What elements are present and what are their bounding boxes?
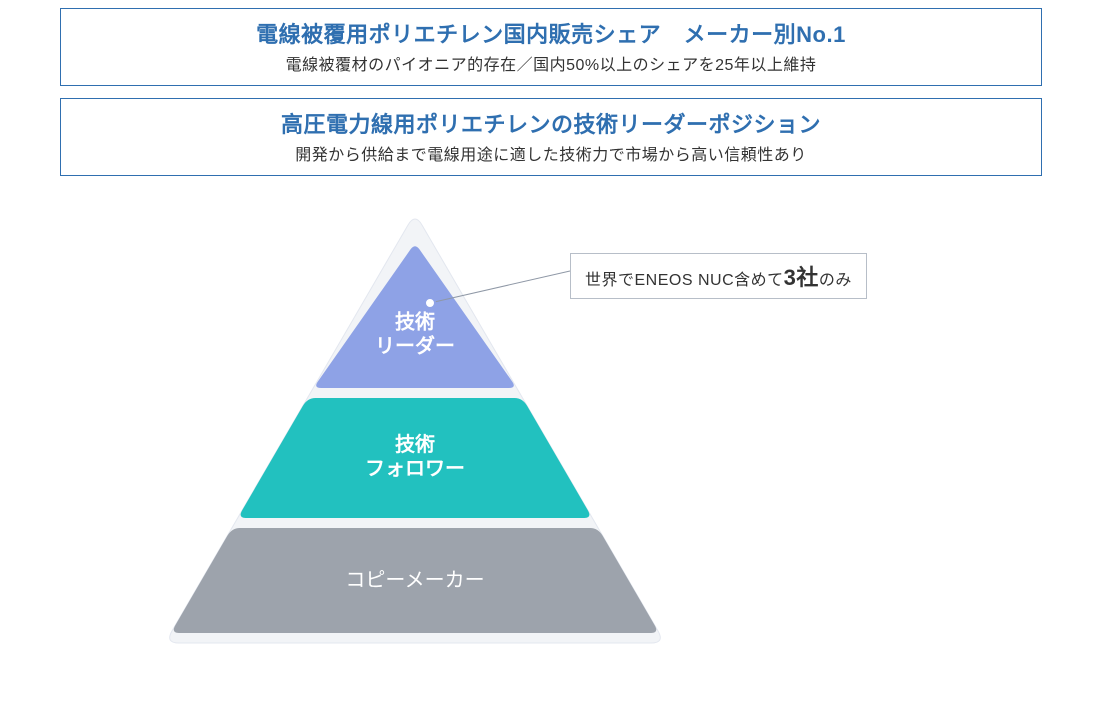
- banner-share-no1: 電線被覆用ポリエチレン国内販売シェア メーカー別No.1 電線被覆材のパイオニア…: [60, 8, 1042, 86]
- callout-anchor-dot: [425, 298, 435, 308]
- callout-text-big: 3社: [784, 265, 819, 290]
- tier-label: フォロワー: [365, 458, 465, 480]
- banner-subtitle: 開発から供給まで電線用途に適した技術力で市場から高い信頼性あり: [71, 141, 1031, 165]
- banner-title: 高圧電力線用ポリエチレンの技術リーダーポジション: [71, 107, 1031, 139]
- banner-title: 電線被覆用ポリエチレン国内販売シェア メーカー別No.1: [71, 17, 1031, 49]
- pyramid-diagram: 技術リーダー技術フォロワーコピーメーカー 世界でENEOS NUC含めて3社のみ: [0, 188, 1102, 708]
- tier-label: コピーメーカー: [345, 570, 484, 592]
- banner-tech-leader: 高圧電力線用ポリエチレンの技術リーダーポジション 開発から供給まで電線用途に適し…: [60, 98, 1042, 176]
- tier-label: リーダー: [375, 334, 455, 358]
- pyramid-svg: 技術リーダー技術フォロワーコピーメーカー: [0, 188, 1102, 708]
- banner-subtitle: 電線被覆材のパイオニア的存在／国内50%以上のシェアを25年以上維持: [71, 51, 1031, 75]
- callout-box: 世界でENEOS NUC含めて3社のみ: [570, 253, 867, 299]
- tier-label: 技術: [395, 432, 435, 456]
- callout-text-pre: 世界でENEOS NUC含めて: [585, 272, 784, 289]
- callout-text-post: のみ: [819, 272, 852, 289]
- tier-label: 技術: [395, 310, 435, 334]
